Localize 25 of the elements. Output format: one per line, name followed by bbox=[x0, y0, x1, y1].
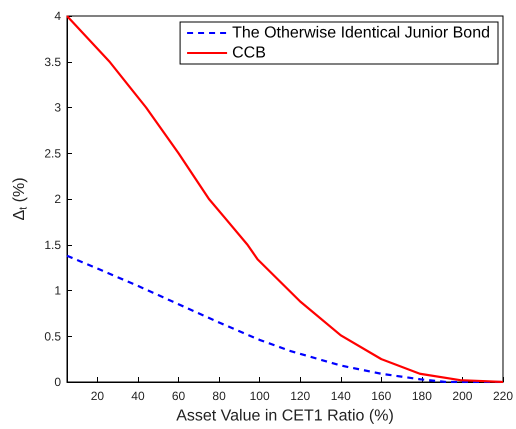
y-tick-label: 0 bbox=[54, 375, 62, 389]
x-tick-label: 40 bbox=[131, 389, 145, 403]
x-tick-label: 140 bbox=[330, 389, 352, 403]
x-tick-label: 160 bbox=[371, 389, 392, 403]
y-tick-label: 3 bbox=[54, 100, 62, 114]
legend-label: CCB bbox=[232, 44, 266, 62]
y-tick-label: 1 bbox=[54, 284, 62, 298]
x-tick-label: 100 bbox=[250, 389, 270, 403]
x-tick-label: 220 bbox=[492, 389, 514, 403]
x-tick-label: 180 bbox=[412, 389, 432, 403]
x-tick-label: 20 bbox=[90, 389, 104, 403]
x-tick-label: 60 bbox=[172, 389, 186, 403]
x-tick-label: 200 bbox=[452, 389, 473, 403]
x-axis-title: Asset Value in CET1 Ratio (%) bbox=[176, 408, 394, 424]
y-tick-label: 3.5 bbox=[44, 54, 62, 69]
y-axis-title: Δt (%) bbox=[11, 177, 30, 221]
y-tick-label: 2.5 bbox=[44, 146, 62, 160]
x-tick-label: 120 bbox=[290, 389, 311, 403]
line-series bbox=[66, 14, 504, 384]
y-tick-label: 1.5 bbox=[44, 238, 62, 252]
y-tick-label: 0.5 bbox=[44, 329, 62, 344]
legend-label: The Otherwise Identical Junior Bond bbox=[232, 24, 490, 42]
x-tick-label: 80 bbox=[212, 389, 226, 403]
y-tick-label: 4 bbox=[54, 9, 62, 23]
y-tick-label: 2 bbox=[54, 192, 62, 206]
